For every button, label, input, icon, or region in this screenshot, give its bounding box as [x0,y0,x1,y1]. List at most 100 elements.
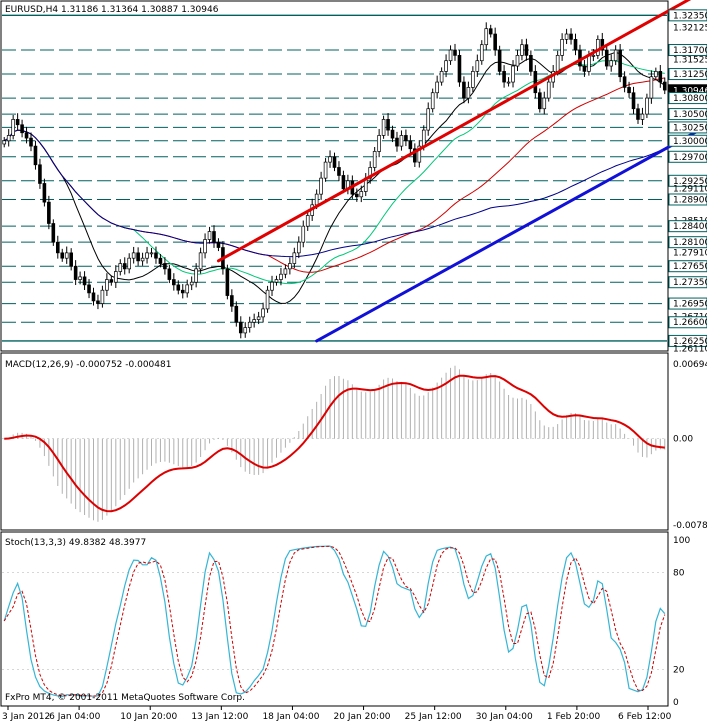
candle-body [524,44,529,56]
candle-body [533,71,538,94]
candle-body [319,177,323,195]
price-tick-label: 1.32125 [673,23,707,33]
candle-body [274,279,279,283]
ma-mid-line [3,60,665,285]
candle-body [444,60,448,72]
candle-body [484,28,489,46]
candle-body [381,119,386,136]
candle-body [167,268,172,280]
price-tick-label: 1.27650 [673,262,707,272]
candle-body [212,231,216,243]
price-label-box [668,193,707,206]
stoch-panel-frame [0,531,669,707]
candle-body [506,81,511,84]
candle-body [140,257,145,262]
candle-body [390,129,395,139]
price-tick-label: 1.30500 [673,110,707,120]
candle-body [323,161,328,179]
price-label-box [668,9,707,22]
price-tick-label: 1.30000 [673,137,707,147]
candle-body [24,132,29,139]
candle-body [29,137,33,147]
ma-slow-line [3,77,665,273]
price-tick-label: 1.29110 [673,184,707,194]
copyright-text: FxPro MT4, © 2001-2011 MetaQuotes Softwa… [5,693,245,703]
candle-body [301,225,306,243]
candle-body [529,55,533,72]
candle-body [131,252,136,259]
candle-body [96,300,100,304]
candle-body [238,321,243,334]
candle-body [555,55,560,72]
price-tick-label: 1.30800 [673,94,707,104]
candle-body [515,55,520,67]
candle-body [341,175,346,190]
candle-body [292,252,297,264]
price-tick-label: 1.27910 [673,248,707,258]
candle-body [421,129,426,147]
candle-body [127,257,131,270]
candle-body [622,76,627,88]
candle-body [618,49,622,78]
candle-body [91,292,96,302]
candle-body [145,252,149,259]
candle-body [582,65,587,72]
candle-body [337,167,341,176]
price-label-box [668,134,707,147]
candle-body [453,49,457,56]
price-label-box [668,316,707,329]
candle-body [466,87,471,99]
price-tick-label: 1.26250 [673,337,707,347]
candle-body [20,124,24,134]
candle-body [11,119,15,136]
time-tick-label: 6 Feb 12:00 [618,712,672,722]
price-label-box [668,260,707,273]
candle-body [640,113,645,120]
stoch-plot [2,545,667,698]
candle-body [234,305,239,323]
blue-trendline [315,124,707,343]
candle-body [520,44,524,56]
candle-body [475,60,480,72]
macd-tick-label: 0.00 [673,435,693,445]
candle-body [15,119,20,126]
candle-body [573,39,578,51]
candle-body [408,140,413,150]
candle-body [511,65,515,83]
candle-body [305,215,310,227]
price-tick-label: 1.27350 [673,278,707,288]
time-tick-label: 30 Jan 04:00 [476,712,533,722]
time-tick-label: 13 Jan 12:00 [191,712,248,722]
candle-body [154,252,158,259]
stoch-axis: 100 80 20 0 [673,536,690,708]
candle-body [502,71,506,83]
time-tick-label: 6 Jan 04:00 [49,712,101,722]
stoch-panel-header: Stoch(13,3,3) 49.8382 48.3977 [5,538,146,548]
candle-body [283,268,288,275]
candle-body [109,279,114,283]
stoch-tick-label: 80 [673,568,685,578]
candle-body [55,241,60,254]
candle-body [596,39,600,56]
candles [2,22,667,339]
candle-body [457,55,462,83]
candle-body [399,135,404,147]
candle-body [69,252,73,267]
candle-body [658,71,663,83]
price-tick-label: 1.32350 [673,11,707,21]
candle-body [386,119,390,131]
candle-body [42,183,47,203]
ma-long-line [3,129,665,258]
price-tick-label: 1.26110 [673,344,707,354]
candle-body [448,49,453,62]
price-tick-label: 1.29700 [673,153,707,163]
candle-body [631,92,636,110]
candle-body [6,135,11,142]
candle-body [413,148,417,163]
candle-body [372,151,377,168]
candle-body [172,279,176,286]
price-tick-label: 1.28400 [673,222,707,232]
time-tick-label: 18 Jan 04:00 [262,712,319,722]
